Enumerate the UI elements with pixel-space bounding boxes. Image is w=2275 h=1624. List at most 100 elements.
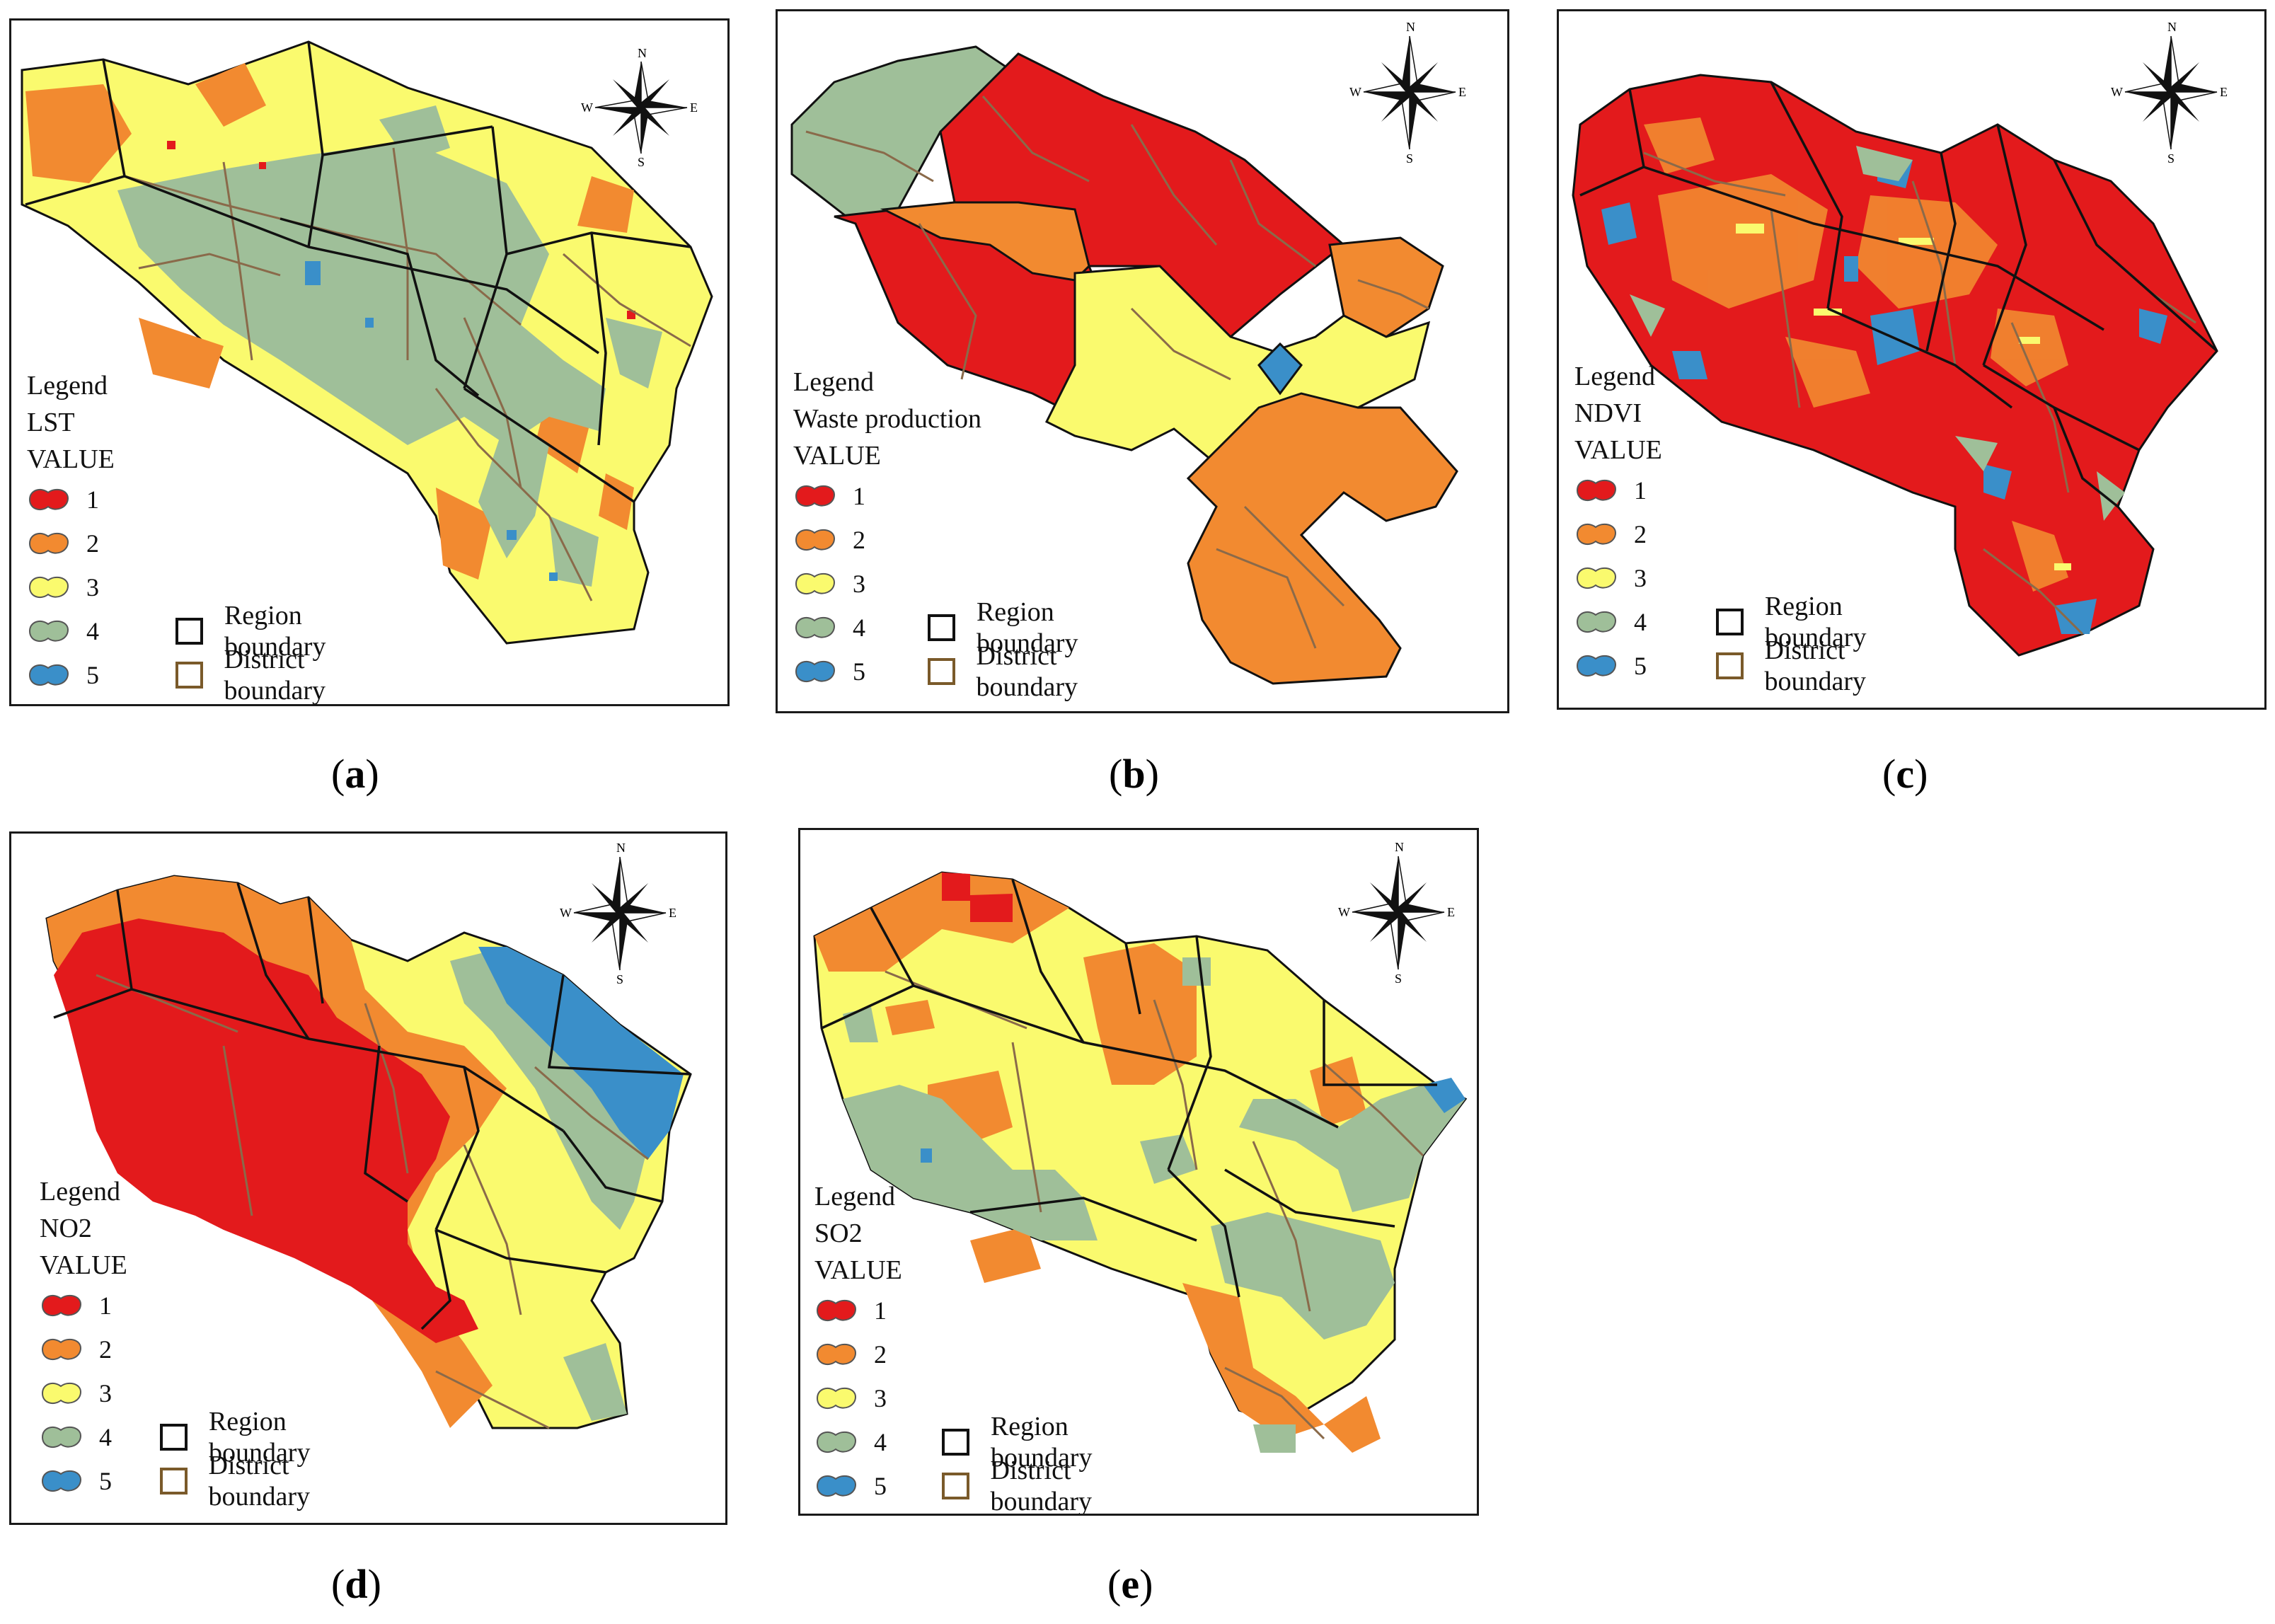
legend-class-3: 3 — [27, 565, 115, 609]
so2-class-4-patches — [843, 957, 1465, 1453]
class-3-swatch-icon — [1576, 567, 1617, 589]
ndvi-class-3-patches — [1736, 224, 2071, 570]
class-2-swatch-icon — [1576, 523, 1617, 546]
legend-class-3: 3 — [793, 562, 981, 606]
lst-map — [21, 40, 713, 645]
svg-text:E: E — [1447, 905, 1455, 919]
legend-layer-name: NDVI — [1574, 398, 1642, 428]
legend-layer-name: Waste production — [793, 404, 982, 434]
legend-class-4: 4 Region boundary — [814, 1412, 1092, 1473]
legend-district-boundary: District boundary — [160, 1451, 324, 1511]
legend-region-boundary: Region boundary — [175, 601, 340, 662]
legend-class-1: 1 — [814, 1289, 902, 1332]
class-1-swatch-icon — [28, 488, 69, 511]
map-panel-so2: N S W E Legend SO2 VALUE 1 2 3 4 Region … — [798, 828, 1479, 1516]
legend-class-3: 3 — [814, 1376, 902, 1420]
region-boundaries — [1579, 81, 2218, 508]
legend-class-1: 1 — [40, 1284, 127, 1328]
map-legend: Legend NO2 VALUE 1 2 3 4 Region boundary… — [40, 1173, 310, 1511]
legend-class-1: 1 — [1574, 468, 1662, 512]
class-4-swatch-icon — [41, 1426, 82, 1449]
legend-class-5: 5 District boundary — [1574, 635, 1866, 696]
ndvi-class-4-patches — [1630, 146, 2125, 521]
north-arrow-compass: N S W E — [1349, 18, 1470, 167]
so2-class-5-patches — [921, 1078, 1465, 1163]
compass-w: W — [581, 100, 593, 115]
map-legend: Legend SO2 VALUE 1 2 3 4 Region boundary… — [814, 1178, 1092, 1514]
legend-class-2: 2 — [814, 1332, 902, 1376]
legend-class-3: 3 — [40, 1371, 127, 1415]
legend-region-boundary: Region boundary — [942, 1412, 1106, 1473]
legend-layer-name: NO2 — [40, 1214, 92, 1243]
legend-class-2: 2 — [1574, 512, 1662, 556]
class-2-swatch-icon — [795, 529, 836, 551]
legend-class-5: 5 District boundary — [814, 1456, 1092, 1514]
so2-map — [813, 871, 1468, 1453]
no2-map — [45, 875, 692, 1429]
class-5-swatch-icon — [795, 660, 836, 683]
class-2-swatch-icon — [816, 1343, 857, 1366]
legend-heading: Legend — [40, 1177, 120, 1207]
caption-c: (c) — [1882, 751, 1928, 797]
legend-region-boundary: Region boundary — [928, 597, 1092, 658]
legend-district-boundary: District boundary — [1716, 635, 1880, 696]
north-arrow-compass: N S W E — [560, 839, 680, 988]
svg-text:S: S — [616, 972, 623, 986]
north-arrow-compass: N S W E — [2111, 18, 2231, 167]
lst-class-4-patches — [117, 105, 662, 587]
legend-class-4: 4 Region boundary — [40, 1407, 310, 1468]
svg-text:S: S — [1406, 151, 1413, 166]
legend-class-3: 3 — [1574, 556, 1662, 600]
district-boundaries — [805, 96, 1429, 649]
legend-class-2: 2 — [793, 518, 981, 562]
legend-class-4: 4 Region boundary — [793, 597, 1078, 658]
so2-class-1-patches — [942, 873, 1013, 922]
region-boundaries — [821, 879, 1437, 1298]
zone-class-4-south — [563, 1343, 627, 1421]
legend-heading: Legend — [793, 367, 874, 397]
legend-class-2: 2 — [40, 1328, 127, 1371]
svg-text:W: W — [560, 906, 572, 920]
region-boundaries — [25, 41, 691, 503]
svg-text:W: W — [1338, 905, 1350, 919]
map-legend: Legend NDVI VALUE 1 2 3 4 Region boundar… — [1574, 358, 1866, 696]
class-5-swatch-icon — [1576, 655, 1617, 677]
compass-n: N — [638, 47, 647, 60]
legend-value-label: VALUE — [27, 444, 115, 474]
caption-e: (e) — [1107, 1561, 1153, 1607]
svg-text:S: S — [2167, 151, 2175, 166]
svg-text:S: S — [1395, 972, 1402, 986]
legend-heading: Legend — [1574, 362, 1655, 391]
class-1-swatch-icon — [816, 1299, 857, 1322]
zone-class-1 — [54, 918, 478, 1343]
legend-class-1: 1 — [793, 474, 981, 518]
caption-b: (b) — [1109, 751, 1159, 797]
legend-class-1: 1 — [27, 478, 115, 522]
legend-district-boundary: District boundary — [928, 641, 1092, 702]
class-4-swatch-icon — [795, 616, 836, 639]
class-4-swatch-icon — [816, 1431, 857, 1453]
ndvi-class-2-patches — [1644, 117, 2068, 592]
district-boundaries — [124, 147, 691, 601]
legend-class-4: 4 Region boundary — [1574, 592, 1866, 652]
class-2-swatch-icon — [28, 532, 69, 555]
map-panel-lst: N S W E Legend LST VALUE 1 2 3 4 Region … — [9, 18, 730, 706]
compass-e: E — [690, 100, 698, 115]
svg-text:E: E — [1458, 85, 1466, 99]
north-arrow-compass: N S W E — [1338, 839, 1458, 987]
region-boundaries — [53, 882, 691, 1330]
ndvi-map — [1572, 74, 2218, 657]
map-legend: Legend Waste production VALUE 1 2 3 4 Re… — [793, 364, 1078, 702]
class-5-swatch-icon — [28, 664, 69, 686]
map-panel-no2: N S W E Legend NO2 VALUE 1 2 3 4 Region … — [9, 831, 727, 1525]
svg-text:N: N — [1406, 20, 1415, 34]
class-1-swatch-icon — [1576, 479, 1617, 502]
legend-class-4: 4 Region boundary — [27, 601, 326, 662]
class-1-swatch-icon — [41, 1294, 82, 1317]
legend-value-label: VALUE — [793, 441, 881, 471]
caption-d: (d) — [331, 1561, 381, 1607]
zone-class-5 — [1257, 342, 1303, 396]
legend-class-5: 5 District boundary — [793, 641, 1078, 702]
class-3-swatch-icon — [41, 1382, 82, 1405]
svg-text:N: N — [1395, 840, 1404, 854]
